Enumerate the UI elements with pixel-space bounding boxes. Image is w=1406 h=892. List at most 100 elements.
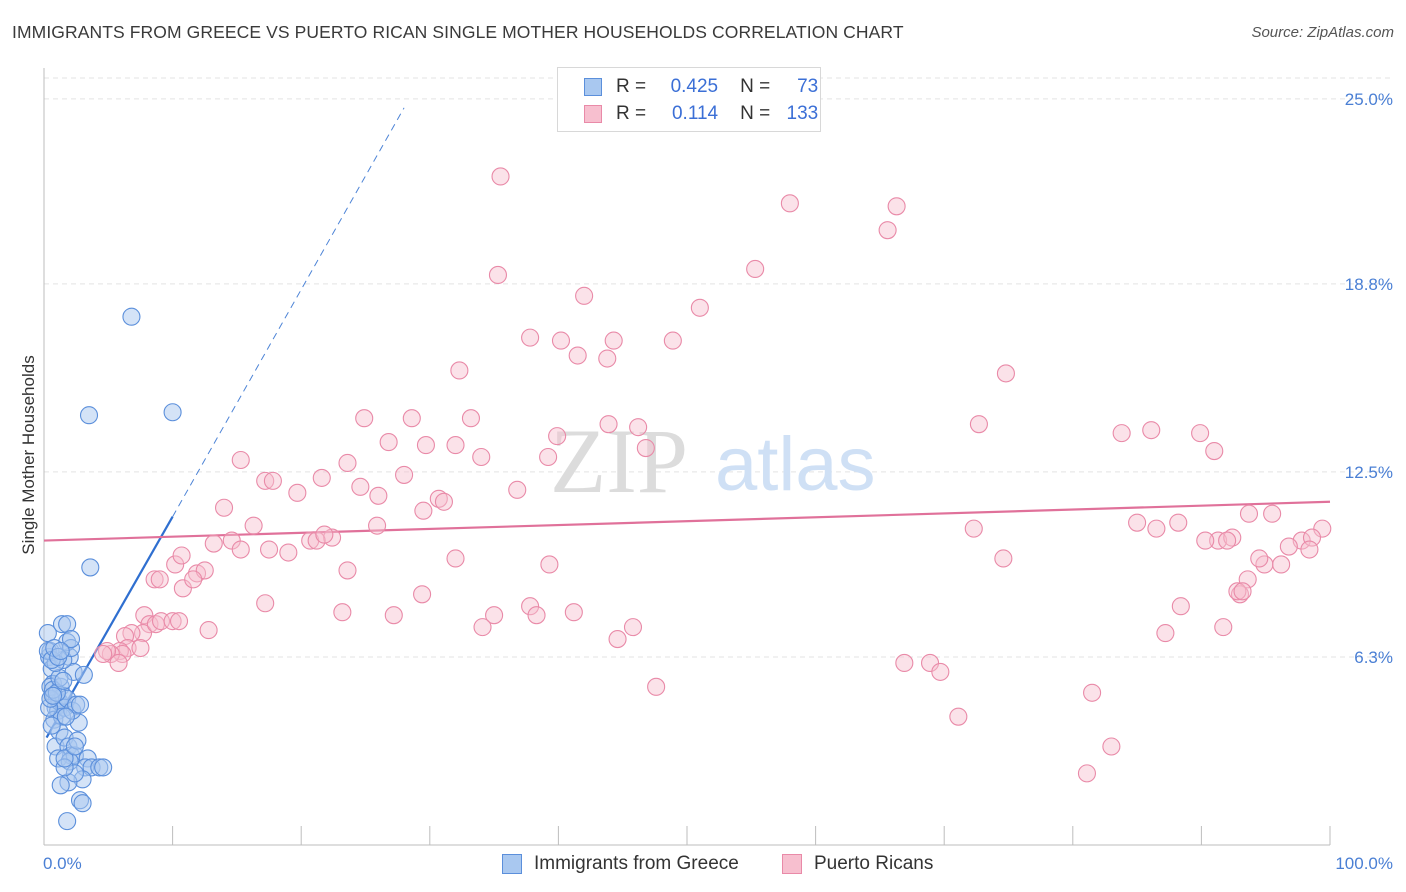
greece-point [38, 624, 57, 643]
bottom-legend-puerto-ricans: Puerto Ricans [782, 852, 933, 876]
puerto-ricans-point [1223, 528, 1242, 547]
puerto-ricans-point [402, 409, 421, 428]
puerto-ricans-point [1263, 504, 1282, 523]
puerto-ricans-point [994, 549, 1013, 568]
gridlines [44, 77, 1392, 658]
greece-point [65, 737, 84, 756]
puerto-ricans-point [539, 447, 558, 467]
source-label: Source: ZipAtlas.com [1251, 24, 1394, 41]
puerto-ricans-point [964, 519, 983, 538]
puerto-ricans-point [150, 570, 169, 589]
puerto-ricans-point [887, 197, 906, 216]
puerto-ricans-point [140, 615, 159, 634]
legend-r-value: 0.425 [670, 76, 719, 97]
puerto-ricans-point [1279, 537, 1298, 556]
greece-point [51, 776, 70, 795]
puerto-ricans-point [109, 653, 128, 672]
puerto-ricans-point [521, 597, 540, 616]
puerto-ricans-point [1169, 513, 1188, 532]
puerto-ricans-point [231, 450, 250, 470]
puerto-ricans-point [491, 167, 510, 186]
puerto-ricans-point [1102, 737, 1121, 756]
puerto-ricans-point [564, 603, 583, 622]
puerto-ricans-point [895, 653, 914, 672]
greece-point [70, 695, 90, 714]
greece-point [55, 749, 74, 768]
puerto-ricans-point [1171, 597, 1190, 616]
puerto-ricans-swatch-icon [584, 105, 602, 123]
greece-point [51, 641, 70, 661]
legend-row-greece: R = 0.425 N = 73 [584, 75, 818, 99]
puerto-ricans-point [746, 259, 765, 279]
puerto-ricans-point [969, 415, 988, 434]
legend-n-label: N = [740, 103, 771, 124]
puerto-ricans-point [1156, 624, 1175, 643]
puerto-ricans-point [1112, 424, 1131, 443]
greece-point [81, 558, 100, 577]
puerto-ricans-point [599, 415, 618, 434]
puerto-ricans-point [315, 525, 334, 544]
puerto-ricans-point [231, 540, 250, 559]
puerto-ricans-point [540, 555, 559, 574]
puerto-ricans-point [1142, 421, 1161, 440]
puerto-ricans-point [473, 618, 492, 637]
greece-point [42, 716, 61, 735]
puerto-ricans-point [166, 555, 185, 574]
puerto-ricans-point [169, 612, 189, 631]
puerto-ricans-point [629, 418, 648, 437]
puerto-ricans-point [256, 594, 275, 613]
puerto-ricans-point [1228, 582, 1247, 601]
greece-point [79, 406, 99, 425]
greece-legend-icon [502, 854, 522, 874]
puerto-ricans-point [446, 549, 465, 568]
puerto-ricans-point [690, 298, 709, 317]
puerto-ricans-point [647, 677, 666, 696]
puerto-ricans-point [259, 540, 279, 559]
greece-point [73, 794, 92, 813]
legend-n-label: N = [740, 76, 771, 97]
puerto-ricans-point [384, 606, 403, 625]
puerto-ricans-point [434, 492, 453, 511]
puerto-ricans-point [214, 498, 234, 517]
puerto-ricans-point [429, 489, 448, 508]
greece-point [58, 812, 77, 831]
puerto-ricans-point [878, 221, 897, 240]
greece-swatch-icon [584, 78, 602, 96]
puerto-ricans-point [1077, 764, 1096, 783]
puerto-ricans-point [1191, 424, 1210, 443]
puerto-ricans-point [333, 603, 352, 622]
puerto-ricans-point [1313, 519, 1332, 538]
watermark-zip: ZIP [550, 410, 688, 512]
puerto-ricans-point [163, 612, 182, 631]
y-tick-label: 6.3% [1354, 648, 1393, 667]
puerto-ricans-point [244, 516, 263, 535]
y-tick-label: 12.5% [1345, 463, 1393, 482]
puerto-ricans-point [527, 606, 546, 625]
legend-r-label: R = [616, 76, 647, 97]
puerto-ricans-point [369, 486, 388, 505]
puerto-ricans-point [1250, 549, 1269, 568]
y-tick-label: 18.8% [1345, 275, 1393, 294]
correlation-legend: R = 0.425 N = 73 R = 0.114 N = 133 [557, 67, 821, 132]
puerto-ricans-points [94, 167, 1332, 783]
puerto-ricans-point [1302, 528, 1322, 547]
puerto-ricans-point [1230, 585, 1250, 604]
legend-n-value: 133 [786, 103, 819, 124]
puerto-ricans-point [996, 364, 1015, 383]
puerto-ricans-point [931, 662, 950, 681]
puerto-ricans-point [338, 561, 357, 580]
y-tick-label: 25.0% [1345, 90, 1393, 109]
puerto-ricans-point [413, 585, 432, 604]
legend-row-puerto-ricans: R = 0.114 N = 133 [584, 102, 818, 126]
bottom-legend-puerto-ricans-label: Puerto Ricans [814, 853, 934, 874]
x-tick-label: 100.0% [1335, 854, 1393, 873]
puerto-ricans-point [604, 331, 623, 350]
puerto-ricans-point [288, 483, 307, 502]
puerto-ricans-point [1083, 683, 1102, 702]
puerto-ricans-point [450, 361, 469, 380]
watermark-atlas: atlas [715, 422, 876, 507]
puerto-ricans-point [414, 501, 433, 520]
puerto-ricans-point [551, 331, 571, 350]
puerto-ricans-point [508, 480, 527, 499]
